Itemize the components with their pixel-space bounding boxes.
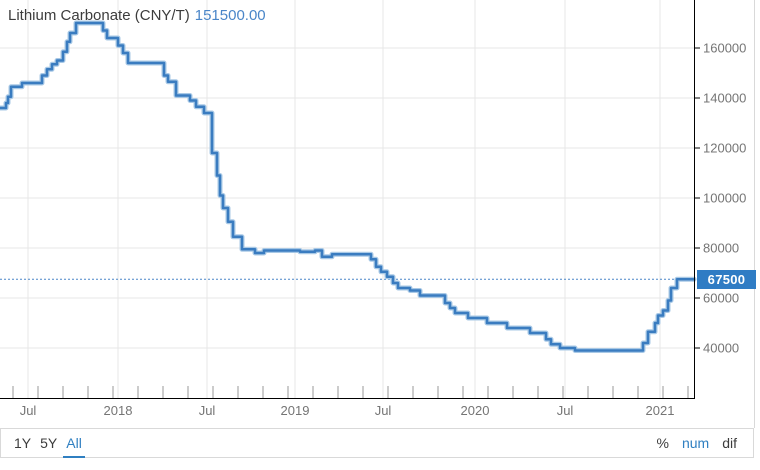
x-axis-label: Jul xyxy=(557,403,574,418)
y-axis-label: 120000 xyxy=(703,141,746,156)
y-axis-label: 100000 xyxy=(703,191,746,206)
widget-right-border xyxy=(754,0,755,428)
chart-title: Lithium Carbonate (CNY/T) 151500.00 xyxy=(8,7,266,24)
x-axis-label: 2019 xyxy=(281,403,310,418)
price-chart-svg: 160000 140000 120000 100000 80000 60000 40000 J… xyxy=(0,0,746,418)
mode-percent-button[interactable]: % xyxy=(656,435,669,451)
range-5y-button[interactable]: 5Y xyxy=(40,435,58,451)
y-axis-label: 60000 xyxy=(703,291,739,306)
range-selector: 1Y 5Y All xyxy=(14,435,85,458)
price-line-halo xyxy=(0,20,697,353)
x-axis-label: 2021 xyxy=(646,403,675,418)
mode-selector: % num dif xyxy=(657,435,737,451)
price-line xyxy=(0,21,696,352)
chart-area: 160000 140000 120000 100000 80000 60000 40000 J… xyxy=(0,0,756,428)
y-axis-label: 80000 xyxy=(703,241,739,256)
y-axis-label: 160000 xyxy=(703,41,746,56)
instrument-price: 151500.00 xyxy=(194,7,266,24)
x-axis-label: 2018 xyxy=(104,403,133,418)
mode-dif-button[interactable]: dif xyxy=(722,435,737,451)
y-axis-label: 140000 xyxy=(703,91,746,106)
mode-num-button[interactable]: num xyxy=(681,435,710,451)
x-axis-label: Jul xyxy=(20,403,37,418)
current-price-badge: 67500 xyxy=(697,269,756,289)
instrument-name: Lithium Carbonate (CNY/T) xyxy=(8,7,190,24)
x-axis-label: Jul xyxy=(199,403,216,418)
range-1y-button[interactable]: 1Y xyxy=(14,435,32,451)
range-all-button[interactable]: All xyxy=(63,435,85,458)
y-axis-label: 40000 xyxy=(703,341,739,356)
x-axis-label: 2020 xyxy=(461,403,490,418)
x-axis-label: Jul xyxy=(375,403,392,418)
control-bar: 1Y 5Y All % num dif xyxy=(0,428,754,458)
